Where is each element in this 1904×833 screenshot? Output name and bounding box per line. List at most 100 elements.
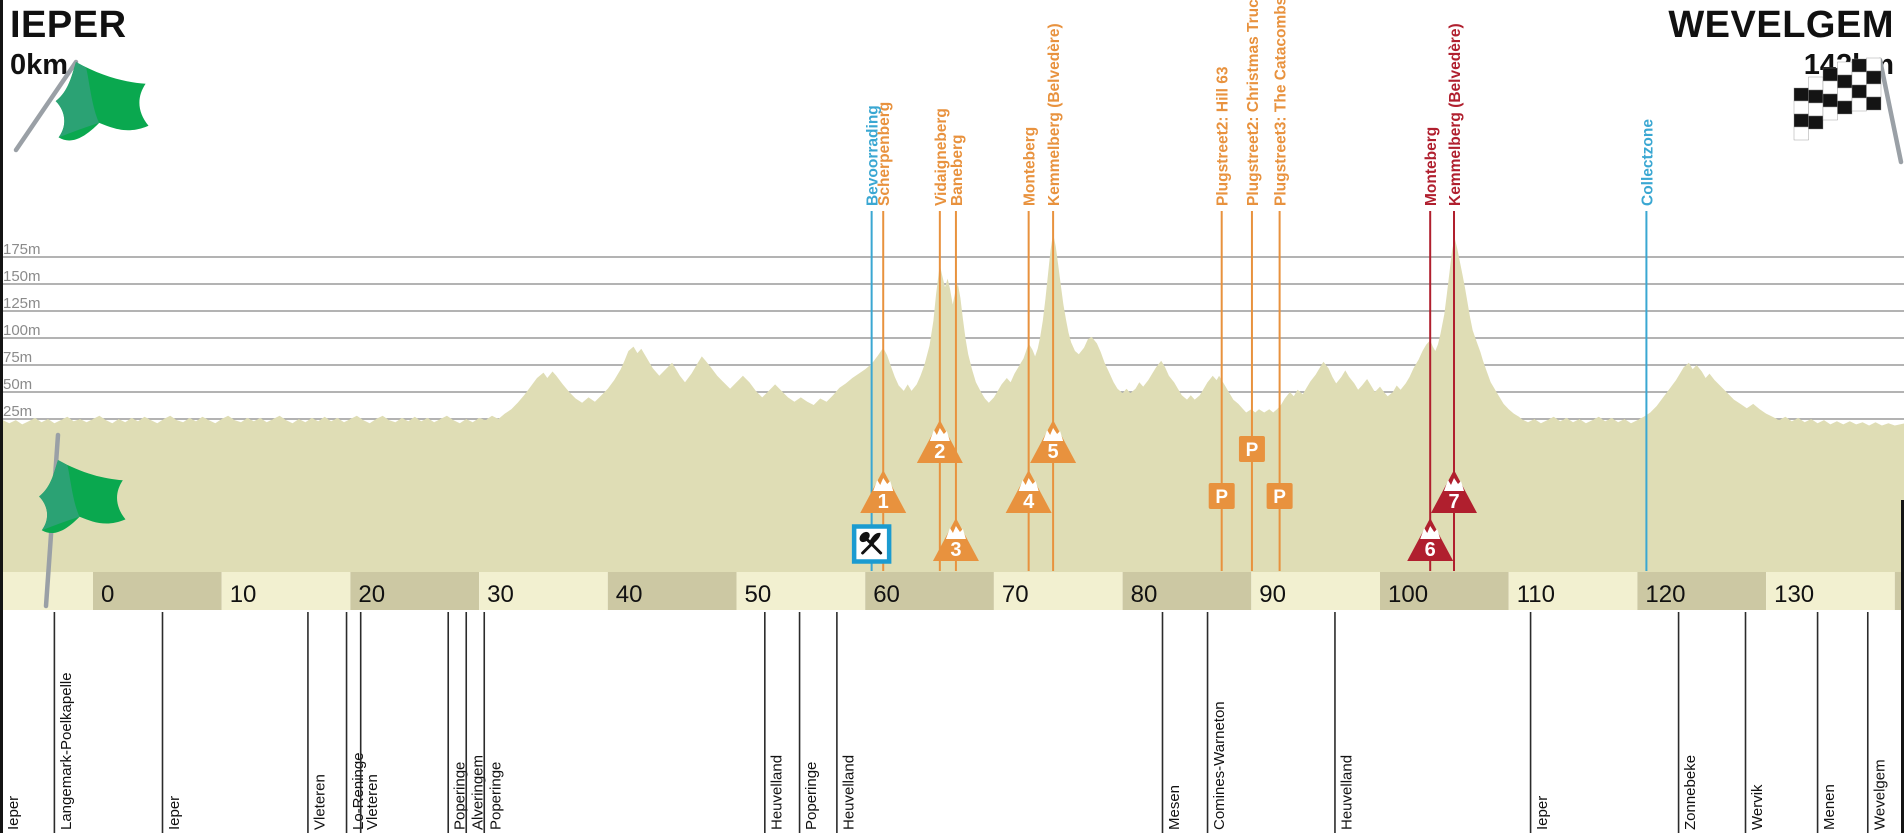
km-band-segment xyxy=(1251,572,1380,610)
km-band-segment xyxy=(479,572,608,610)
checker-cell xyxy=(1837,87,1853,102)
climb-number: 1 xyxy=(878,491,889,513)
town-label: Wervik xyxy=(1749,784,1766,830)
finish-header: WEVELGEM 142km xyxy=(1668,4,1894,80)
town-label: Vleteren xyxy=(364,774,381,830)
elevation-axis-label: 150m xyxy=(3,268,41,285)
checker-cell xyxy=(1808,89,1824,104)
finish-name: WEVELGEM xyxy=(1668,4,1894,46)
checker-cell xyxy=(1851,71,1867,86)
checker-cell xyxy=(1808,115,1824,130)
climb-number: 4 xyxy=(1023,491,1035,513)
plugstreet-p-icon: P xyxy=(1208,483,1235,509)
elevation-axis-label: 175m xyxy=(3,241,41,258)
climb-number: 2 xyxy=(934,441,945,463)
start-header: IEPER 0km xyxy=(10,4,127,81)
climb-icon-7: 7 xyxy=(1431,470,1478,513)
checker-cell xyxy=(1866,96,1882,111)
plugstreet-p-icon: P xyxy=(1266,483,1293,509)
checker-cell xyxy=(1837,100,1853,115)
feedzone-icon xyxy=(851,524,892,564)
checker-cell xyxy=(1822,80,1838,95)
town-label: Mesen xyxy=(1166,785,1183,830)
km-band-segment xyxy=(1894,572,1904,610)
km-axis-label: 70 xyxy=(1002,581,1029,608)
checker-cell xyxy=(1851,58,1867,73)
start-distance: 0km xyxy=(10,48,69,81)
km-band-segment xyxy=(865,572,994,610)
km-axis-label: 30 xyxy=(487,581,514,608)
plugstreet-p-icon: P xyxy=(1238,436,1265,462)
km-band-segment xyxy=(607,572,737,610)
km-band-segment xyxy=(221,572,351,610)
climb-number: 5 xyxy=(1048,441,1059,463)
town-label: Lo-Reninge xyxy=(350,752,367,830)
checker-cell xyxy=(1851,84,1867,99)
climb-icon-6: 6 xyxy=(1407,518,1454,561)
km-band-segment xyxy=(993,572,1123,610)
km-axis-label: 80 xyxy=(1131,581,1158,608)
km-axis-label: 10 xyxy=(230,581,257,608)
town-label: Wevelgem xyxy=(1871,759,1888,830)
km-band-segment xyxy=(93,572,222,610)
km-band-segment xyxy=(1637,572,1767,610)
km-band-segment xyxy=(1122,572,1252,610)
climb-icon-1: 1 xyxy=(860,470,907,513)
km-axis-label: 0 xyxy=(101,581,114,608)
finish-flag-icon xyxy=(1793,57,1904,165)
km-axis-label: 20 xyxy=(358,581,385,608)
climb-icon-2: 2 xyxy=(916,420,963,463)
town-label: Langemark-Poelkapelle xyxy=(58,672,75,830)
town-label: Vleteren xyxy=(311,774,328,830)
km-band-segment xyxy=(1508,572,1638,610)
checker-cell xyxy=(1866,70,1882,85)
town-label: Ieper xyxy=(1534,796,1551,830)
town-label: Heuvelland xyxy=(840,755,857,830)
elevation-axis-label: 100m xyxy=(3,322,41,339)
town-label: Poperinge xyxy=(803,762,820,830)
km-band-segment xyxy=(350,572,480,610)
checker-cell xyxy=(1822,93,1838,108)
climb-label: Plugstreet2: Hill 63 xyxy=(1215,66,1232,206)
climb-label: Plugstreet3: The Catacombs xyxy=(1273,0,1290,206)
km-axis-label: 60 xyxy=(873,581,900,608)
checker-cell xyxy=(1822,67,1838,82)
climb-number: 7 xyxy=(1448,491,1459,513)
climb-label: Vidaigneberg xyxy=(933,108,950,206)
km-axis-label: 90 xyxy=(1259,581,1286,608)
climb-label: Bevoorrading xyxy=(865,105,882,206)
town-label: Ieper xyxy=(5,796,22,830)
climb-number: 3 xyxy=(950,539,961,561)
start-name: IEPER xyxy=(10,4,127,46)
km-band-segment xyxy=(736,572,866,610)
elevation-profile-area xyxy=(0,233,1904,572)
elevation-axis-label: 50m xyxy=(3,376,32,393)
town-label: Alveringem xyxy=(470,755,487,830)
km-axis-label: 100 xyxy=(1388,581,1428,608)
checker-cell xyxy=(1822,106,1838,121)
checker-cell xyxy=(1837,61,1853,76)
start-flag-icon xyxy=(13,59,149,153)
elevation-axis-label: 25m xyxy=(3,403,32,420)
km-band-segment xyxy=(1766,572,1895,610)
knife-icon xyxy=(869,532,881,544)
p-icon-letter: P xyxy=(1246,440,1259,461)
elevation-axis-label: 125m xyxy=(3,295,41,312)
checker-cell xyxy=(1866,83,1882,98)
climb-label: Scherpenberg xyxy=(876,102,893,206)
climb-label: Kemmelberg (Belvedère) xyxy=(1046,23,1063,206)
town-label: Comines-Warneton xyxy=(1211,701,1228,830)
town-label: Menen xyxy=(1821,784,1838,830)
left-border-line xyxy=(0,0,3,833)
town-label: Zonnebeke xyxy=(1682,755,1699,830)
checker-cell xyxy=(1808,76,1824,91)
climb-label: Monteberg xyxy=(1022,127,1039,206)
km-axis-label: 110 xyxy=(1517,581,1555,608)
climb-icon-3: 3 xyxy=(932,518,979,561)
town-label: Ieper xyxy=(166,796,183,830)
town-label: Heuvelland xyxy=(1338,755,1355,830)
p-icon-letter: P xyxy=(1215,487,1228,508)
climb-label: Baneberg xyxy=(949,135,966,207)
climb-number: 6 xyxy=(1425,539,1436,561)
start-position-flag-icon xyxy=(39,432,126,609)
